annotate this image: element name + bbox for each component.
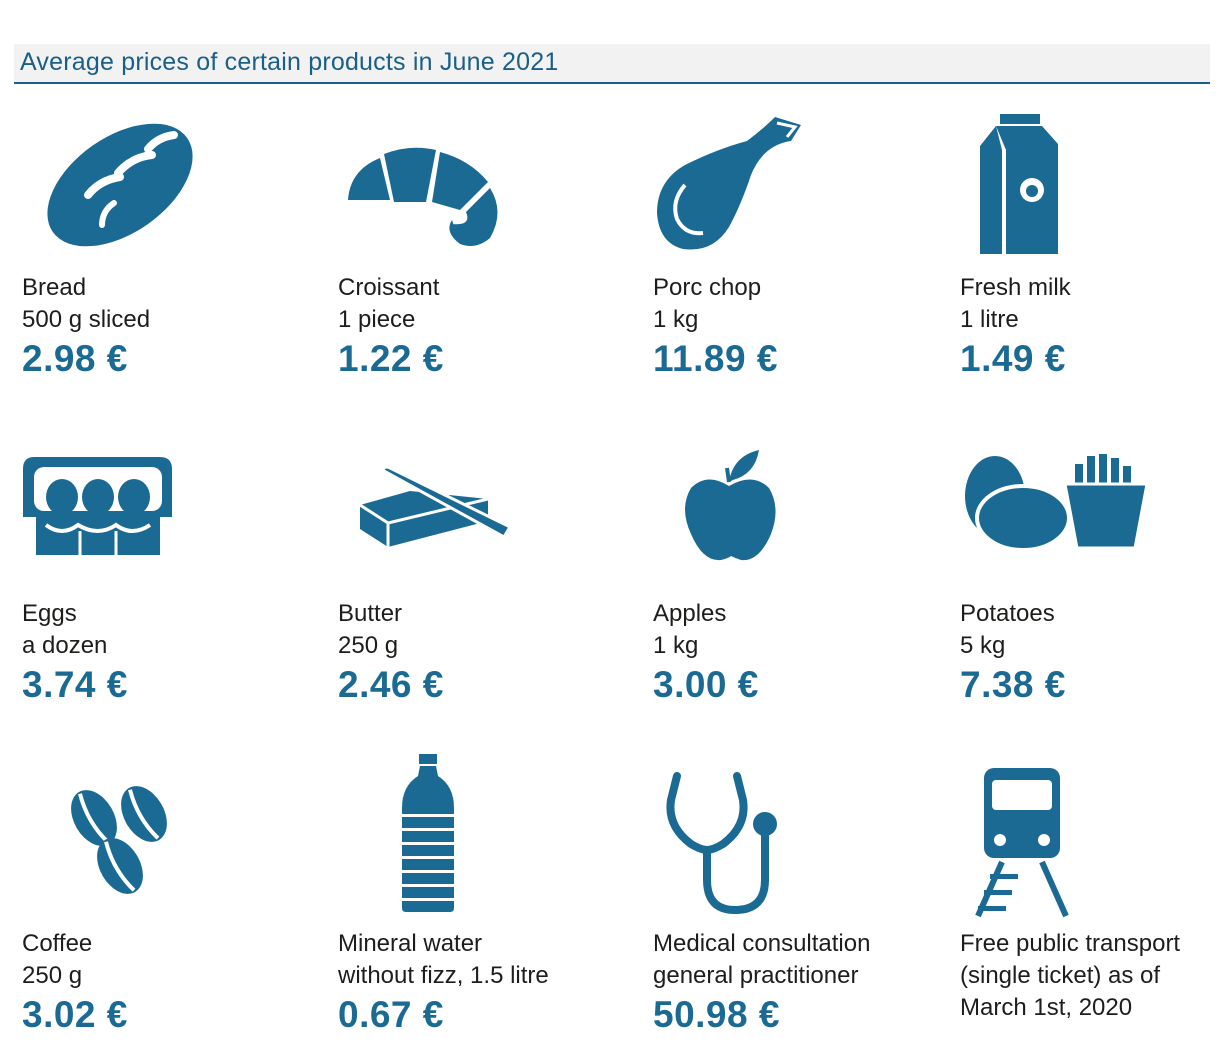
item-detail: 1 kg <box>653 306 699 333</box>
item-detail: without fizz, 1.5 litre <box>338 962 549 989</box>
egg-carton-icon <box>20 455 175 557</box>
item-name: Apples <box>653 600 727 627</box>
item-price: 2.46 € <box>338 664 444 705</box>
item-detail: 250 g <box>338 632 399 659</box>
item-detail: (single ticket) as of <box>960 962 1161 989</box>
item-price: 7.38 € <box>960 664 1066 705</box>
item-detail: a dozen <box>22 632 108 659</box>
potatoes-fries-icon <box>965 452 1150 552</box>
train-icon <box>972 766 1072 918</box>
bread-icon <box>40 115 200 255</box>
item-price: 3.02 € <box>22 994 128 1035</box>
item-name: Fresh milk <box>960 274 1071 301</box>
item-detail: 500 g sliced <box>22 306 151 333</box>
item-name: Croissant <box>338 274 440 301</box>
item-price: 0.67 € <box>338 994 444 1035</box>
title-bar: Average prices of certain products in Ju… <box>14 44 1210 84</box>
item-detail: 250 g <box>22 962 83 989</box>
item-price: 1.22 € <box>338 338 444 379</box>
item-detail: 1 litre <box>960 306 1019 333</box>
item-name: Free public transport <box>960 930 1181 957</box>
item-price: 11.89 € <box>653 338 778 379</box>
apple-icon <box>683 446 778 566</box>
item-name: Coffee <box>22 930 93 957</box>
item-name: Mineral water <box>338 930 483 957</box>
item-detail: 1 piece <box>338 306 416 333</box>
water-bottle-icon <box>400 752 456 914</box>
item-price: 1.49 € <box>960 338 1066 379</box>
item-price: 50.98 € <box>653 994 780 1035</box>
item-detail-extra: March 1st, 2020 <box>960 994 1133 1021</box>
item-name: Bread <box>22 274 87 301</box>
item-name: Butter <box>338 600 403 627</box>
page-title: Average prices of certain products in Ju… <box>20 48 559 76</box>
item-detail: 1 kg <box>653 632 699 659</box>
item-name: Medical consultation <box>653 930 871 957</box>
item-detail: general practitioner <box>653 962 859 989</box>
item-name: Eggs <box>22 600 77 627</box>
pork-chop-icon <box>655 115 805 255</box>
item-name: Potatoes <box>960 600 1055 627</box>
milk-carton-icon <box>978 112 1060 256</box>
croissant-icon <box>340 140 505 250</box>
coffee-beans-icon <box>68 778 173 898</box>
item-price: 3.00 € <box>653 664 759 705</box>
item-price: 3.74 € <box>22 664 128 705</box>
butter-icon <box>358 465 513 550</box>
item-price: 2.98 € <box>22 338 128 379</box>
item-detail: 5 kg <box>960 632 1006 659</box>
item-name: Porc chop <box>653 274 762 301</box>
stethoscope-icon <box>665 770 785 915</box>
